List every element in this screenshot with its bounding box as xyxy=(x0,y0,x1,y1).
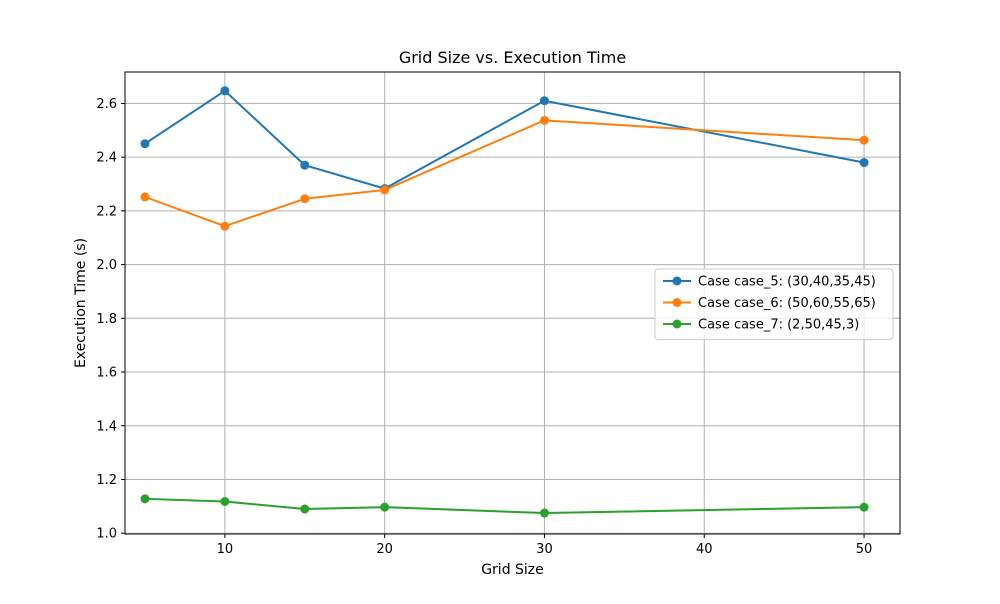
legend-item: Case case_5: (30,40,35,45) xyxy=(663,275,876,290)
legend-label: Case case_6: (50,60,55,65) xyxy=(698,296,876,311)
x-tick-label: 40 xyxy=(696,542,713,557)
plot-frame xyxy=(124,71,901,535)
x-axis-label: Grid Size xyxy=(481,562,544,578)
y-tick-label: 1.8 xyxy=(96,312,117,327)
legend-label: Case case_5: (30,40,35,45) xyxy=(698,275,876,290)
data-point xyxy=(140,139,150,149)
x-tick-label: 50 xyxy=(856,542,873,557)
y-tick-label: 1.0 xyxy=(96,527,117,542)
y-axis-label: Execution Time (s) xyxy=(73,238,89,368)
data-point xyxy=(220,496,230,506)
data-point xyxy=(539,115,549,125)
axis-ticks: 10 20 30 40 50 1.0 1.2 1.4 1.6 1.8 2.0 2.2 2.4 2.6 xyxy=(96,97,872,557)
data-point xyxy=(380,185,390,195)
y-tick-label: 1.4 xyxy=(96,419,117,434)
y-tick-label: 2.0 xyxy=(96,258,117,273)
data-point xyxy=(220,86,230,96)
series-line xyxy=(143,89,866,190)
series-line xyxy=(143,119,866,228)
series-line xyxy=(143,497,866,515)
data-point xyxy=(300,504,310,514)
x-tick-label: 20 xyxy=(376,542,393,557)
data-point xyxy=(539,508,549,518)
legend-label: Case case_7: (2,50,45,3) xyxy=(698,318,859,333)
series-2 xyxy=(140,115,869,231)
data-point xyxy=(300,160,310,170)
series-layer xyxy=(140,86,869,518)
data-point xyxy=(300,194,310,204)
y-tick-label: 2.6 xyxy=(96,97,117,112)
legend-items: Case case_5: (30,40,35,45) Case case_6: (… xyxy=(663,275,876,333)
legend-item: Case case_7: (2,50,45,3) xyxy=(663,318,859,333)
series-3 xyxy=(140,494,869,518)
y-tick-label: 1.2 xyxy=(96,473,117,488)
legend-marker-swatch xyxy=(672,298,682,307)
legend: Case case_5: (30,40,35,45) Case case_6: (… xyxy=(654,268,894,340)
y-tick-label: 2.2 xyxy=(96,204,117,219)
x-tick-label: 10 xyxy=(217,542,234,557)
y-tick-label: 1.6 xyxy=(96,366,117,381)
legend-marker-swatch xyxy=(672,276,682,286)
data-point xyxy=(859,158,869,168)
data-point xyxy=(539,96,549,106)
chart-title: Grid Size vs. Execution Time xyxy=(399,48,626,67)
data-point xyxy=(859,502,869,512)
legend-marker-swatch xyxy=(672,319,682,329)
y-tick-label: 2.4 xyxy=(96,151,117,166)
legend-item: Case case_6: (50,60,55,65) xyxy=(663,296,876,311)
x-tick-label: 30 xyxy=(536,542,553,557)
data-point xyxy=(140,192,150,202)
data-point xyxy=(380,502,390,512)
data-point xyxy=(140,494,150,504)
data-point xyxy=(859,135,869,145)
data-point xyxy=(220,221,230,231)
legend-box xyxy=(654,268,894,340)
